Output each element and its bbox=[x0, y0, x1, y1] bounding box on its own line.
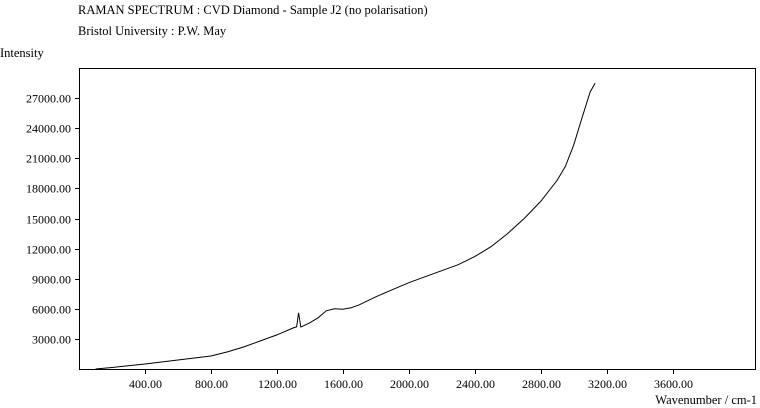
y-axis-label: Intensity bbox=[0, 46, 44, 60]
y-tick-label: 18000.00 bbox=[26, 182, 71, 196]
x-tick-label: 3600.00 bbox=[654, 377, 693, 391]
y-tick-label: 3000.00 bbox=[32, 333, 71, 347]
x-tick-label: 2400.00 bbox=[456, 377, 495, 391]
y-tick-label: 6000.00 bbox=[32, 303, 71, 317]
x-axis-ticks: 400.00 800.00 1200.00 1600.00 2000.00 2400.00… bbox=[129, 369, 693, 391]
plot-frame bbox=[79, 68, 756, 370]
x-tick-label: 2000.00 bbox=[390, 377, 429, 391]
chart-title: RAMAN SPECTRUM : CVD Diamond - Sample J2… bbox=[78, 3, 428, 17]
y-tick-label: 24000.00 bbox=[26, 122, 71, 136]
x-tick-label: 2800.00 bbox=[522, 377, 561, 391]
x-tick-label: 400.00 bbox=[129, 377, 162, 391]
y-tick-label: 21000.00 bbox=[26, 152, 71, 166]
spectrum-line bbox=[95, 82, 596, 370]
x-tick-label: 800.00 bbox=[195, 377, 228, 391]
y-tick-label: 12000.00 bbox=[26, 243, 71, 257]
x-axis-label: Wavenumber / cm-1 bbox=[655, 393, 757, 407]
y-tick-label: 27000.00 bbox=[26, 92, 71, 106]
y-tick-label: 15000.00 bbox=[26, 213, 71, 227]
chart-subtitle: Bristol University : P.W. May bbox=[78, 24, 227, 38]
x-tick-label: 1600.00 bbox=[324, 377, 363, 391]
y-tick-label: 9000.00 bbox=[32, 273, 71, 287]
x-tick-label: 1200.00 bbox=[258, 377, 297, 391]
x-tick-label: 3200.00 bbox=[588, 377, 627, 391]
y-axis-ticks: 3000.00 6000.00 9000.00 12000.00 15000.00 180… bbox=[26, 92, 79, 347]
